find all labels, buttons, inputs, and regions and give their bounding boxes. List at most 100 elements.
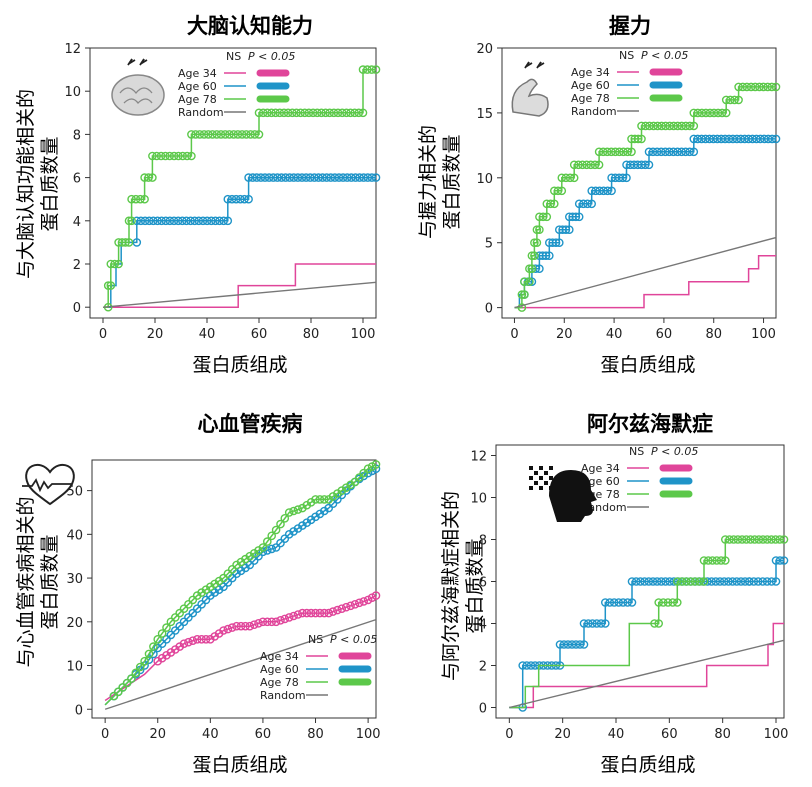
sig-marker: [330, 173, 340, 182]
sig-marker: [223, 194, 233, 204]
sig-marker: [564, 225, 574, 234]
sig-marker: [517, 290, 527, 299]
x-tick-label: 20: [556, 327, 573, 342]
sig-marker: [587, 199, 596, 209]
sig-marker: [763, 82, 773, 92]
sig-marker: [144, 649, 154, 659]
sig-marker: [333, 108, 343, 118]
chart-title: 阿尔兹海默症: [587, 412, 713, 436]
sig-marker: [609, 598, 619, 607]
x-tick-label: 100: [751, 327, 776, 342]
sig-marker: [350, 599, 360, 609]
sig-marker: [367, 173, 377, 182]
sig-marker: [668, 598, 678, 607]
legend-label: Random: [571, 105, 617, 118]
y-tick-label: 4: [479, 618, 487, 633]
sig-marker: [311, 495, 320, 504]
sig-marker: [565, 173, 575, 183]
sig-marker: [169, 216, 179, 226]
sig-marker: [312, 108, 322, 118]
sig-marker: [179, 617, 189, 627]
sig-marker: [350, 108, 360, 118]
y-tick-label: 30: [66, 572, 83, 587]
sig-marker: [567, 640, 577, 649]
sig-marker: [337, 108, 347, 118]
sig-marker: [157, 216, 166, 226]
x-tick-label: 80: [714, 727, 731, 742]
sig-marker: [197, 634, 206, 644]
sig-marker: [656, 147, 666, 157]
sig-marker: [175, 621, 184, 631]
sig-marker: [211, 216, 220, 226]
sig-marker: [215, 216, 224, 226]
sig-marker: [254, 618, 263, 628]
sig-marker: [186, 216, 195, 226]
sig-marker: [156, 151, 166, 161]
sig-marker: [590, 160, 600, 170]
sig-marker: [559, 640, 569, 649]
sig-marker: [737, 535, 747, 544]
sig-marker: [271, 617, 281, 627]
sig-marker: [223, 624, 233, 634]
sig-marker: [744, 577, 754, 586]
sig-marker: [644, 577, 654, 586]
sig-marker: [720, 556, 730, 565]
legend-label: Age 60: [581, 475, 620, 488]
sig-marker: [201, 634, 211, 644]
y-tick-label: 40: [66, 528, 83, 543]
sig-marker: [219, 216, 228, 226]
sig-marker: [284, 613, 294, 622]
sig-marker: [127, 674, 136, 683]
x-tick-label: 0: [101, 727, 109, 742]
sig-marker: [363, 173, 373, 182]
sig-marker: [149, 642, 158, 651]
sig-marker: [664, 147, 674, 157]
sig-marker: [569, 160, 579, 170]
y-tick-label: 10: [64, 85, 81, 100]
sig-marker: [187, 130, 196, 139]
sig-marker: [775, 535, 785, 544]
sig-marker: [144, 216, 154, 226]
sig-marker: [636, 577, 645, 586]
sig-marker: [157, 629, 167, 638]
sig-marker: [202, 216, 212, 226]
sig-marker: [717, 108, 727, 118]
sig-marker: [245, 560, 255, 570]
sig-marker: [724, 577, 733, 586]
sig-marker: [579, 619, 589, 628]
sig-marker: [627, 147, 636, 157]
sig-marker: [267, 617, 277, 627]
sig-marker: [276, 538, 285, 548]
sig-marker: [118, 683, 127, 692]
sig-marker: [371, 460, 381, 469]
sig-marker: [194, 216, 204, 226]
sig-marker: [657, 121, 666, 131]
x-tick-label: 100: [764, 727, 789, 742]
sig-marker: [755, 82, 764, 92]
sig-marker: [195, 130, 205, 139]
sig-marker: [280, 614, 290, 624]
sig-marker: [689, 108, 699, 118]
sig-marker: [607, 186, 616, 196]
x-tick-label: 100: [351, 327, 376, 342]
sig-marker: [161, 216, 171, 226]
sig-marker: [318, 173, 327, 182]
sig-marker: [321, 108, 330, 118]
sig-marker: [219, 573, 228, 583]
sig-marker: [148, 216, 158, 226]
sig-marker: [359, 597, 369, 606]
sig-marker: [136, 216, 146, 226]
sig-marker: [258, 617, 268, 627]
sig-marker: [526, 661, 536, 670]
sig-marker: [779, 535, 789, 544]
sig-marker: [517, 303, 527, 312]
y-tick-label: 6: [73, 172, 81, 187]
sig-marker: [162, 634, 171, 644]
legend-ns-header: NS: [619, 49, 634, 62]
sig-marker: [677, 121, 687, 131]
sig-marker: [166, 617, 176, 627]
x-axis-label: 蛋白质组成: [192, 354, 288, 376]
sig-marker: [250, 130, 260, 139]
sig-marker: [322, 173, 332, 182]
sig-marker: [779, 556, 789, 565]
